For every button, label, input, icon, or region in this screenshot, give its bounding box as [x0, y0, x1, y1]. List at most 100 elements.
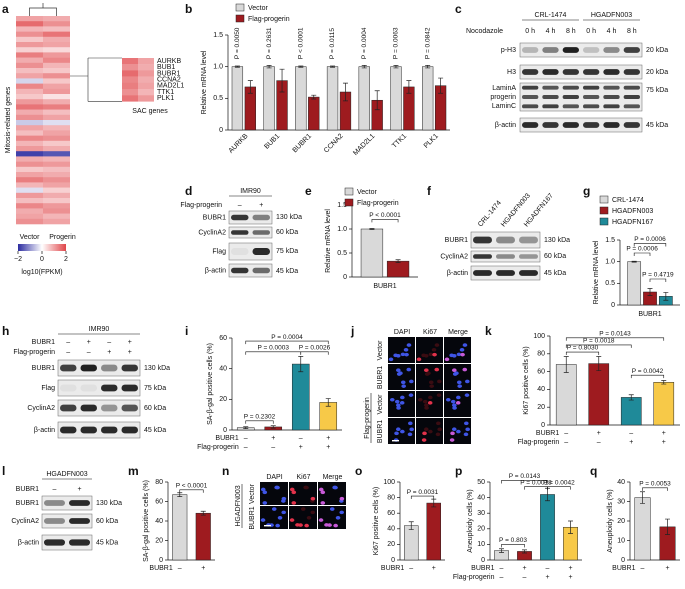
error-bar [393, 65, 399, 69]
blot-band [522, 122, 539, 128]
blot-band [519, 236, 538, 244]
blot-band [60, 404, 77, 412]
heatmap-cell [43, 166, 70, 173]
legend-swatch [599, 217, 609, 226]
heatmap-cell [16, 114, 43, 121]
blot-band [623, 85, 640, 90]
channel-label: Ki67 [296, 474, 310, 481]
sign: + [259, 202, 263, 209]
heatmap-cell [16, 42, 43, 48]
x-tick-label: MAD2L1 [352, 133, 376, 157]
p-value: P = 0.0018 [583, 338, 615, 345]
y-tick-label: 30 [617, 498, 625, 505]
condition-label: Flag-progerin [13, 349, 55, 356]
blot-band [231, 230, 249, 235]
heatmap-cell [16, 140, 43, 147]
nucleus [432, 352, 437, 357]
y-tick-label: 60 [537, 368, 545, 375]
group-label: HGADFN003 [235, 485, 242, 526]
bar [263, 66, 275, 131]
heatmap-cell [43, 192, 70, 199]
p-value: P = 0.0842 [424, 27, 431, 59]
nucleus [422, 399, 428, 404]
error-bar [431, 498, 437, 508]
nucleus [274, 485, 279, 490]
blot-band [44, 539, 65, 546]
p-value: P = 0.0006 [626, 246, 658, 253]
blot-strip [519, 117, 643, 133]
y-tick-label: 60 [387, 510, 395, 517]
error-bar [663, 292, 669, 301]
bar [291, 363, 310, 431]
heatmap-cell [43, 156, 70, 162]
channel-label: Merge [323, 474, 343, 481]
blot-band [562, 122, 579, 128]
nucleus [403, 348, 409, 352]
inset-cell [122, 64, 138, 71]
y-tick-label: 60 [219, 335, 227, 342]
p-value: P = 0.0063 [393, 27, 400, 59]
panel-letter: i [185, 324, 188, 338]
row-label: β-actin [18, 539, 39, 546]
sign: – [299, 435, 303, 442]
nucleus [404, 352, 409, 357]
y-tick-label: 10 [477, 541, 485, 548]
heatmap-cell [43, 146, 70, 152]
sign: + [568, 574, 572, 581]
heatmap-cell [16, 166, 43, 173]
bar [360, 228, 384, 278]
condition-label: BUBR1 [381, 565, 404, 572]
blot-band [623, 47, 640, 53]
sign: + [201, 565, 205, 572]
lane-label: 4 h [607, 28, 617, 35]
nucleus [464, 393, 470, 397]
sign: – [87, 349, 91, 356]
heatmap-cell [43, 213, 70, 220]
row-label: Vector [377, 394, 384, 415]
blot-band [583, 104, 600, 109]
significance-bracket [565, 351, 600, 356]
heatmap-cell [43, 62, 70, 69]
y-tick-label: 0.5 [605, 280, 615, 287]
y-axis-label: SA-β-gal positive cells (%) [207, 343, 214, 425]
size-marker: 60 kDa [276, 229, 298, 236]
panel-letter: e [305, 184, 312, 198]
legend-label: Vector [248, 5, 269, 12]
nucleus [304, 523, 309, 528]
condition-label: Flag-progerin [197, 444, 239, 451]
error-bar [438, 77, 444, 94]
significance-bracket [245, 420, 274, 424]
size-marker: 60 kDa [544, 253, 566, 260]
inset-cell [138, 64, 154, 71]
heatmap-cell [43, 16, 70, 22]
error-bar [298, 65, 304, 68]
blot-band [121, 404, 138, 412]
blot-band [562, 47, 579, 53]
y-tick-label: 0 [611, 302, 615, 309]
blot-band [101, 404, 118, 412]
y-tick-label: 1.0 [605, 259, 615, 266]
row-label: BUBR1 [249, 506, 256, 529]
sign: + [77, 486, 81, 493]
legend-label: Flag-progerin [248, 16, 290, 23]
heatmap-cell [16, 192, 43, 199]
error-bar [270, 425, 276, 429]
row-label: Flag [41, 385, 55, 392]
heatmap-cell [43, 177, 70, 183]
blot-band [80, 364, 97, 372]
bar [386, 260, 410, 278]
size-marker: 45 kDa [646, 122, 668, 129]
panel-letter: h [2, 324, 9, 338]
y-tick-label: 20 [477, 526, 485, 533]
panel-letter: c [455, 2, 462, 16]
nucleus [389, 397, 395, 402]
blot-band [121, 426, 138, 434]
error-bar [279, 68, 285, 93]
sign: – [564, 439, 568, 446]
blot-band [542, 95, 559, 99]
blot-band [231, 247, 249, 256]
nucleus [409, 379, 414, 384]
y-tick-label: 0.5 [337, 250, 347, 257]
nucleus [260, 518, 266, 522]
